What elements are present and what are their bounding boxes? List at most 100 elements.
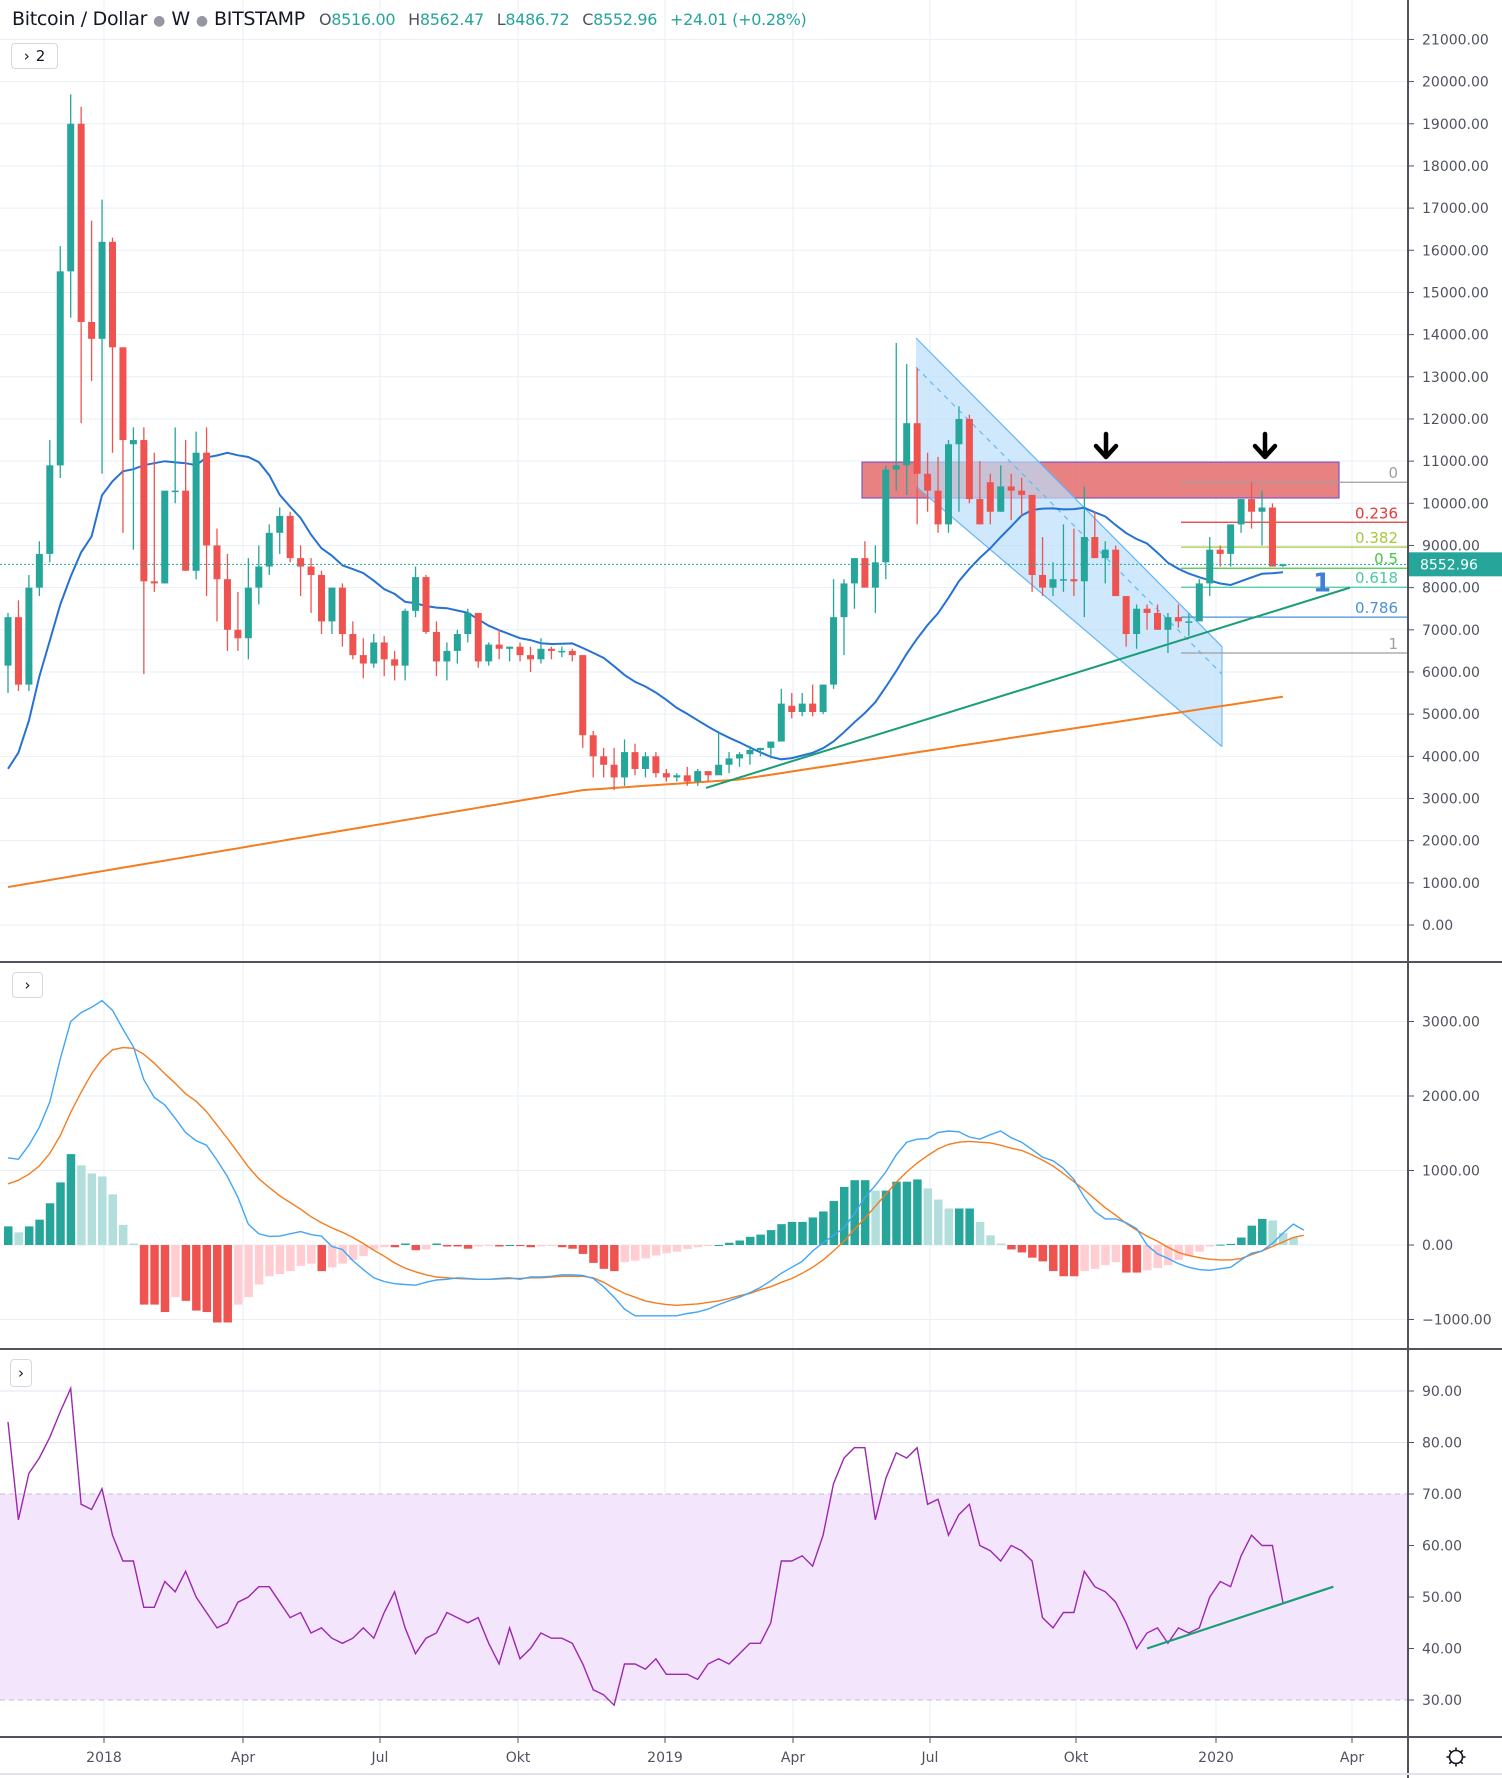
- candle-body[interactable]: [976, 499, 984, 525]
- candle-body[interactable]: [955, 418, 963, 445]
- candle-body[interactable]: [380, 642, 388, 660]
- candle-body[interactable]: [600, 756, 608, 765]
- candle-body[interactable]: [46, 465, 54, 554]
- candle-body[interactable]: [1007, 486, 1015, 491]
- candle-body[interactable]: [255, 566, 263, 588]
- candle-body[interactable]: [443, 650, 451, 662]
- candle-body[interactable]: [453, 634, 461, 651]
- candle-body[interactable]: [171, 490, 179, 493]
- candle-body[interactable]: [819, 684, 827, 713]
- candle-body[interactable]: [547, 648, 555, 651]
- candle-body[interactable]: [1185, 621, 1193, 623]
- candle-body[interactable]: [736, 754, 743, 759]
- candle-body[interactable]: [1101, 549, 1109, 559]
- candle-body[interactable]: [997, 486, 1005, 512]
- candle-body[interactable]: [965, 418, 973, 500]
- candle-body[interactable]: [1039, 574, 1047, 588]
- candle-body[interactable]: [621, 752, 629, 778]
- candle-body[interactable]: [265, 532, 273, 567]
- candle-body[interactable]: [527, 655, 534, 660]
- candle-body[interactable]: [14, 617, 22, 685]
- candle-body[interactable]: [391, 659, 399, 666]
- candle-body[interactable]: [1258, 507, 1266, 512]
- candle-body[interactable]: [77, 123, 85, 322]
- candle-body[interactable]: [192, 452, 200, 571]
- candle-body[interactable]: [4, 617, 12, 666]
- gear-icon[interactable]: [1446, 1747, 1466, 1767]
- candle-body[interactable]: [579, 655, 587, 736]
- candle-body[interactable]: [788, 705, 796, 713]
- candle-body[interactable]: [1143, 608, 1151, 613]
- candle-body[interactable]: [1112, 549, 1120, 597]
- candle-body[interactable]: [798, 703, 806, 713]
- candle-body[interactable]: [182, 490, 190, 571]
- candle-body[interactable]: [495, 644, 503, 649]
- candle-body[interactable]: [203, 452, 211, 546]
- candle-body[interactable]: [683, 775, 691, 782]
- candle-body[interactable]: [767, 741, 775, 748]
- candle-body[interactable]: [412, 577, 420, 611]
- support-trendline[interactable]: [705, 586, 1351, 789]
- candle-body[interactable]: [715, 764, 723, 776]
- candle-body[interactable]: [485, 644, 493, 662]
- candle-body[interactable]: [861, 558, 869, 588]
- candle-body[interactable]: [558, 650, 566, 653]
- candle-body[interactable]: [359, 655, 367, 664]
- candle-body[interactable]: [422, 577, 430, 632]
- candle-body[interactable]: [119, 347, 127, 441]
- price-pane[interactable]: 0 0.236 0.382 0.50.618 0.786 1 1: [0, 94, 1408, 888]
- candle-body[interactable]: [652, 756, 660, 774]
- candle-body[interactable]: [25, 587, 33, 685]
- candle-body[interactable]: [286, 515, 294, 559]
- candle-body[interactable]: [641, 756, 649, 769]
- candle-body[interactable]: [349, 634, 357, 656]
- rsi-trendline[interactable]: [1146, 1585, 1334, 1650]
- interval-label[interactable]: W: [171, 8, 190, 30]
- symbol-name[interactable]: Bitcoin / Dollar: [12, 8, 148, 30]
- candle-body[interactable]: [1059, 579, 1067, 581]
- candle-body[interactable]: [1154, 612, 1161, 630]
- candle-body[interactable]: [67, 123, 75, 272]
- candle-body[interactable]: [631, 752, 639, 769]
- candle-body[interactable]: [850, 558, 858, 584]
- candle-body[interactable]: [725, 758, 733, 765]
- current-price-tag[interactable]: [1409, 552, 1502, 577]
- candle-body[interactable]: [140, 440, 148, 582]
- macd-legend-toggle[interactable]: ›: [12, 972, 43, 998]
- candle-body[interactable]: [370, 642, 378, 664]
- candle-body[interactable]: [1227, 524, 1235, 554]
- main-legend-toggle[interactable]: › 2: [11, 43, 58, 69]
- candle-body[interactable]: [568, 650, 576, 656]
- descending-channel[interactable]: [916, 338, 1222, 747]
- candle-body[interactable]: [694, 771, 702, 782]
- candle-body[interactable]: [234, 629, 242, 639]
- candle-body[interactable]: [338, 587, 346, 635]
- rsi-legend-toggle[interactable]: ›: [10, 1359, 32, 1387]
- candle-body[interactable]: [244, 587, 252, 639]
- candle-body[interactable]: [662, 773, 670, 778]
- candle-body[interactable]: [1018, 490, 1026, 495]
- candle-body[interactable]: [318, 574, 325, 622]
- candle-body[interactable]: [892, 465, 900, 470]
- candle-body[interactable]: [88, 321, 96, 339]
- candle-body[interactable]: [297, 558, 305, 567]
- candle-body[interactable]: [506, 646, 514, 649]
- candle-body[interactable]: [809, 703, 817, 713]
- candle-body[interactable]: [328, 587, 336, 622]
- candle-body[interactable]: [756, 747, 764, 750]
- candle-body[interactable]: [945, 444, 952, 525]
- candle-body[interactable]: [986, 482, 994, 512]
- candle-body[interactable]: [516, 646, 524, 656]
- candle-body[interactable]: [474, 612, 482, 662]
- candle-body[interactable]: [213, 545, 221, 580]
- candle-body[interactable]: [35, 553, 43, 588]
- candle-body[interactable]: [1080, 537, 1088, 582]
- candle-body[interactable]: [432, 631, 440, 662]
- candle-body[interactable]: [1070, 579, 1078, 582]
- candle-body[interactable]: [1174, 617, 1182, 622]
- candle-body[interactable]: [1206, 549, 1214, 584]
- candle-body[interactable]: [1049, 579, 1057, 588]
- candle-body[interactable]: [777, 703, 785, 742]
- candle-body[interactable]: [913, 423, 921, 474]
